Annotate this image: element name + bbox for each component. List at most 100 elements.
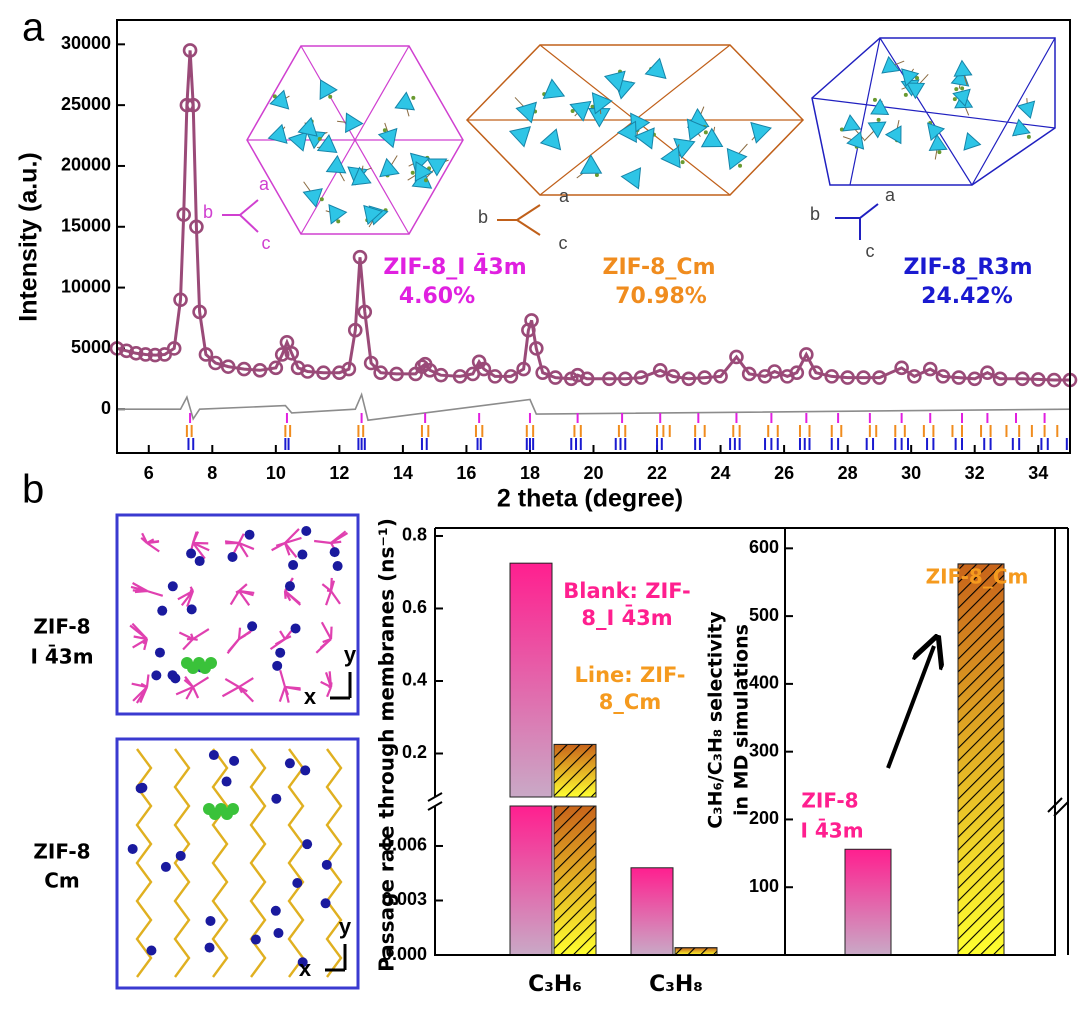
cation — [137, 782, 148, 793]
phase-annotation: ZIF-8_I 4̄3m — [383, 254, 526, 280]
y-tick-label: 100 — [749, 876, 779, 896]
framework-bond — [192, 637, 198, 641]
cation — [208, 750, 219, 761]
framework-bond — [325, 590, 333, 606]
observed-point — [602, 371, 617, 387]
cation — [247, 621, 258, 632]
observed-point — [799, 347, 814, 362]
cation — [151, 670, 162, 681]
observed-point — [274, 347, 290, 362]
framework-bond — [237, 627, 242, 640]
framework-bond — [140, 536, 148, 544]
observed-point — [617, 371, 633, 387]
cation — [284, 758, 295, 769]
y-axis-label: in MD simulations — [731, 624, 753, 816]
tetrahedron — [1016, 100, 1036, 119]
tetrahedron — [325, 154, 347, 174]
framework-bond — [330, 590, 341, 605]
x-tick-label: C₃H₆ — [528, 972, 582, 997]
cell-lines — [811, 37, 1056, 186]
x-tick-label: 28 — [838, 463, 858, 483]
tetrahedron — [842, 114, 862, 132]
framework-bond — [322, 637, 332, 644]
tetrahedron — [901, 68, 920, 87]
framework-bond — [238, 630, 252, 640]
tetrahedron — [539, 128, 562, 151]
cation — [186, 548, 197, 559]
x-tick-label: 6 — [144, 463, 154, 483]
framework-bond — [178, 631, 194, 640]
observed-point — [182, 43, 198, 58]
atom — [570, 109, 575, 114]
observed-point — [729, 349, 744, 365]
atom — [410, 170, 415, 175]
cation — [229, 755, 240, 766]
framework-bond — [146, 540, 160, 545]
observed-point — [907, 369, 922, 384]
framework-bond — [192, 628, 210, 640]
phase-annotation: ZIF-8_R3m — [903, 255, 1032, 280]
bar-annotation: I 4̄3m — [800, 819, 863, 843]
tetrahedron — [867, 121, 887, 139]
observed-point — [487, 369, 503, 384]
observed-point — [119, 343, 134, 359]
framework-bond — [238, 541, 255, 551]
tetrahedron — [345, 112, 364, 134]
y-tick-label: 25000 — [61, 94, 111, 114]
axis-letter: x — [304, 684, 317, 709]
observed-point — [529, 341, 544, 356]
model-frame — [115, 513, 360, 716]
tetrahedron — [884, 125, 902, 145]
axis-letter: a — [259, 174, 270, 194]
cation — [297, 957, 308, 968]
framework-bond — [271, 542, 286, 552]
x-tick-label: 24 — [711, 463, 731, 483]
cation — [170, 673, 181, 684]
trend-arrow — [886, 646, 934, 769]
cation — [297, 549, 308, 560]
framework-bond — [284, 630, 293, 640]
observed-point — [767, 364, 782, 379]
observed-point — [138, 347, 153, 362]
x-tick-label: 14 — [393, 463, 413, 483]
model-label: ZIF-8 — [33, 615, 90, 639]
bar-hatch — [957, 563, 1005, 956]
tetrahedron — [363, 204, 384, 226]
observed-point — [548, 370, 563, 385]
framework-bond — [238, 677, 254, 688]
y-tick-label: 0.006 — [382, 835, 427, 855]
cation — [154, 647, 165, 658]
framework-bond — [182, 638, 194, 651]
atom — [952, 97, 957, 102]
bar-annotation: ZIF-8 — [801, 789, 858, 813]
y-tick-label: 30000 — [61, 33, 111, 53]
y-tick-label: 5000 — [71, 337, 111, 357]
observed-point — [922, 361, 938, 377]
y-tick-label: 0 — [101, 398, 111, 418]
cation — [160, 861, 171, 872]
cation — [250, 934, 261, 945]
y-tick-label: 0.6 — [402, 597, 427, 617]
tetrahedron — [426, 158, 448, 177]
cation — [300, 765, 311, 776]
observed-point — [840, 370, 855, 385]
observed-point — [967, 371, 983, 387]
cation — [175, 850, 186, 861]
framework-bond — [131, 622, 148, 640]
cation — [167, 581, 178, 592]
axis-letter: y — [344, 642, 357, 667]
cation — [186, 604, 197, 615]
atom — [328, 94, 333, 99]
cation — [227, 551, 238, 562]
axis-arrow — [516, 219, 541, 236]
framework-bond — [134, 589, 148, 594]
cation — [157, 605, 168, 616]
tetrahedron — [267, 123, 288, 144]
cation — [332, 561, 343, 572]
axis-letter: b — [203, 202, 213, 222]
x-tick-label: 10 — [266, 463, 286, 483]
y-tick-label: 600 — [749, 537, 779, 557]
tetrahedron — [952, 88, 971, 107]
framework-bond — [238, 583, 248, 592]
